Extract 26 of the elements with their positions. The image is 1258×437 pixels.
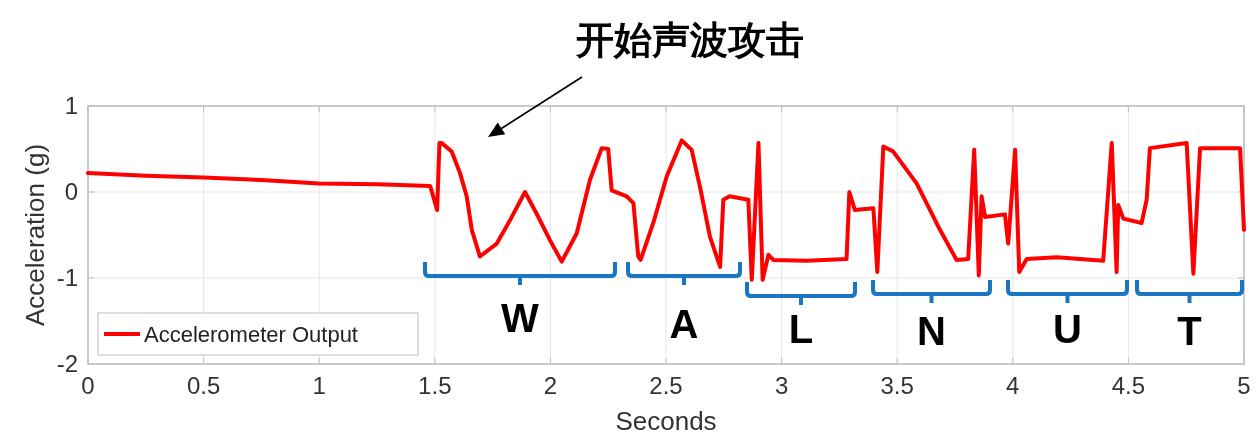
x-tick-label: 3: [774, 372, 789, 399]
y-axis-title: Acceleration (g): [20, 143, 50, 327]
annotation: T: [1177, 309, 1202, 353]
x-axis-title: Seconds: [615, 406, 717, 436]
x-tick-label: 2.5: [649, 372, 683, 399]
y-tick-label: -1: [56, 264, 78, 291]
x-tick-label: 4: [1006, 372, 1020, 399]
annotation: U: [1053, 307, 1082, 351]
legend: Accelerometer Output: [97, 312, 419, 356]
annotation: N: [917, 309, 946, 353]
y-tick-label: 0: [64, 178, 78, 205]
legend-label: Accelerometer Output: [144, 322, 358, 347]
x-tick-label: 0.5: [186, 372, 221, 399]
annotation: W: [501, 296, 540, 340]
text: 开始声波攻击: [575, 19, 804, 61]
x-tick-label: 1.5: [418, 372, 452, 399]
x-tick-label: 2: [543, 372, 558, 399]
y-tick-label: -2: [56, 350, 78, 377]
x-tick-label: 0: [81, 372, 95, 399]
annotation: L: [788, 307, 814, 351]
y-tick-label: 1: [64, 92, 78, 119]
x-tick-label: 4.5: [1111, 372, 1146, 399]
x-tick-label: 3.5: [880, 372, 914, 399]
x-tick-label: 1: [312, 372, 326, 399]
annotation: A: [669, 302, 699, 346]
x-tick-label: 5: [1237, 372, 1251, 399]
